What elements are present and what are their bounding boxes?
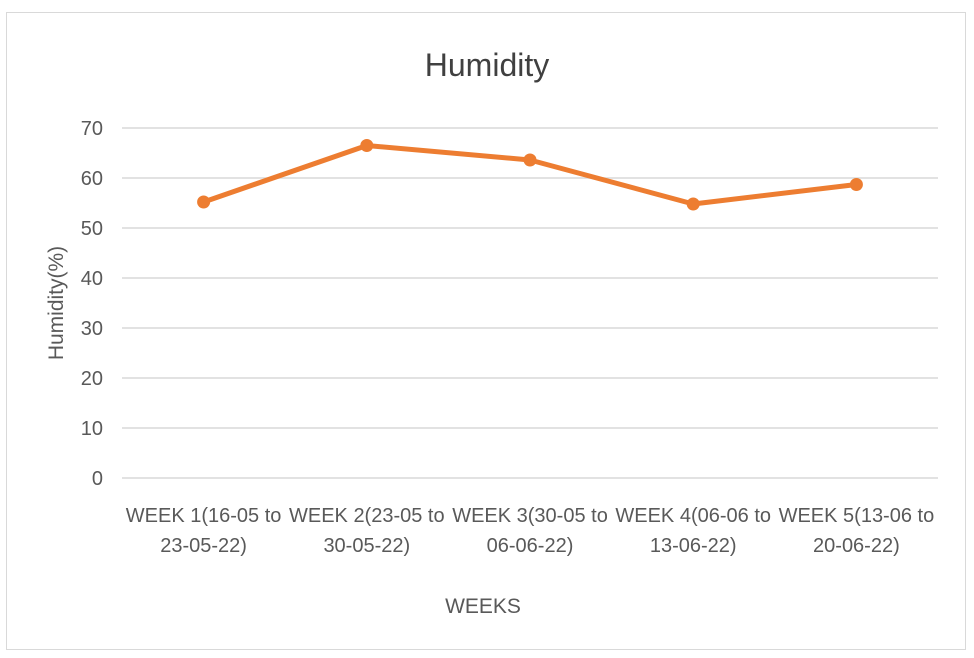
chart-frame [6,12,966,650]
x-axis-title: WEEKS [445,595,521,618]
series-humidity [197,139,863,211]
y-tick-label: 20 [81,368,103,390]
x-tick-label: WEEK 1(16-05 to 23-05-22) [126,505,282,557]
y-tick-label: 60 [81,168,103,190]
x-tick-label: WEEK 2(23-05 to 30-05-22) [289,505,445,557]
data-point [849,178,863,191]
data-point [197,195,211,209]
gridlines [122,127,938,479]
y-tick-label: 10 [81,418,103,440]
y-axis-ticks: 0 10 20 30 40 50 60 70 [81,118,103,490]
data-point [360,139,374,152]
chart-title: Humidity [425,47,549,83]
y-tick-label: 40 [81,268,103,290]
data-point [523,153,537,167]
x-tick-label: WEEK 4(06-06 to 13-06-22) [615,505,771,557]
x-axis-ticks: WEEK 1(16-05 to 23-05-22)WEEK 2(23-05 to 3… [126,505,934,557]
y-axis-title: Humidity(%) [45,246,68,360]
data-point [686,197,700,211]
y-tick-label: 30 [81,318,103,340]
x-tick-label: WEEK 5(13-06 to 20-06-22) [779,505,935,557]
y-tick-label: 0 [92,468,103,490]
y-tick-label: 70 [81,118,103,140]
x-tick-label: WEEK 3(30-05 to 06-06-22) [452,505,608,557]
y-tick-label: 50 [81,218,103,240]
